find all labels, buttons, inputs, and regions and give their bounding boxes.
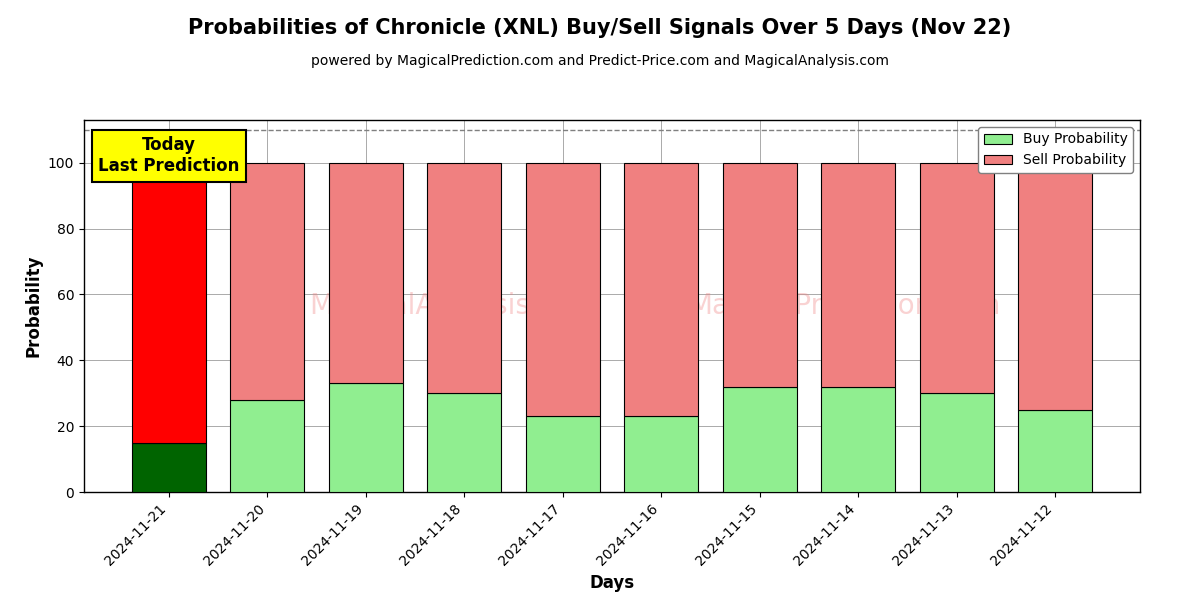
Bar xyxy=(132,163,206,443)
Bar xyxy=(427,163,502,393)
Bar xyxy=(722,163,797,386)
Bar xyxy=(919,393,994,492)
Bar xyxy=(1018,163,1092,410)
Bar xyxy=(821,386,895,492)
X-axis label: Days: Days xyxy=(589,574,635,592)
Text: Probabilities of Chronicle (XNL) Buy/Sell Signals Over 5 Days (Nov 22): Probabilities of Chronicle (XNL) Buy/Sel… xyxy=(188,18,1012,38)
Bar xyxy=(624,163,698,416)
Text: MagicalAnalysis.com: MagicalAnalysis.com xyxy=(310,292,598,320)
Bar xyxy=(132,443,206,492)
Bar xyxy=(329,163,403,383)
Y-axis label: Probability: Probability xyxy=(24,255,42,357)
Text: powered by MagicalPrediction.com and Predict-Price.com and MagicalAnalysis.com: powered by MagicalPrediction.com and Pre… xyxy=(311,54,889,68)
Bar xyxy=(427,393,502,492)
Bar xyxy=(722,386,797,492)
Bar xyxy=(230,163,305,400)
Legend: Buy Probability, Sell Probability: Buy Probability, Sell Probability xyxy=(978,127,1133,173)
Bar xyxy=(1018,410,1092,492)
Bar xyxy=(329,383,403,492)
Bar xyxy=(624,416,698,492)
Bar xyxy=(230,400,305,492)
Bar xyxy=(919,163,994,393)
Bar xyxy=(821,163,895,386)
Bar xyxy=(526,163,600,416)
Bar xyxy=(526,416,600,492)
Text: Today
Last Prediction: Today Last Prediction xyxy=(98,136,240,175)
Text: MagicalPrediction.com: MagicalPrediction.com xyxy=(688,292,1001,320)
